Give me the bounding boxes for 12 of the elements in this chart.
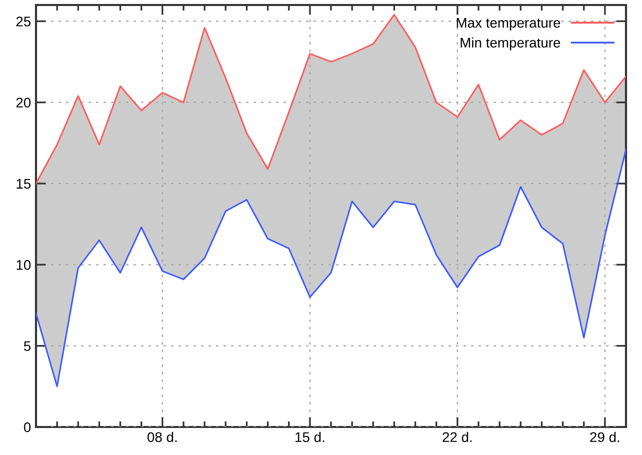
y-tick-label: 5 <box>24 341 31 352</box>
x-tick-label: 15 d. <box>296 432 324 442</box>
y-tick-label: 0 <box>24 422 31 432</box>
x-tick-label: 22 d. <box>442 432 472 442</box>
legend-label: Max temperature <box>456 18 560 30</box>
x-tick-label: 29 d. <box>590 432 620 442</box>
y-tick-label: 15 <box>16 179 31 189</box>
y-tick-label: 20 <box>16 98 31 108</box>
legend-label: Min temperature <box>460 37 560 50</box>
y-tick-label: 10 <box>16 260 31 270</box>
y-tick-label: 25 <box>16 16 31 26</box>
x-tick-label: 08 d. <box>148 432 177 442</box>
